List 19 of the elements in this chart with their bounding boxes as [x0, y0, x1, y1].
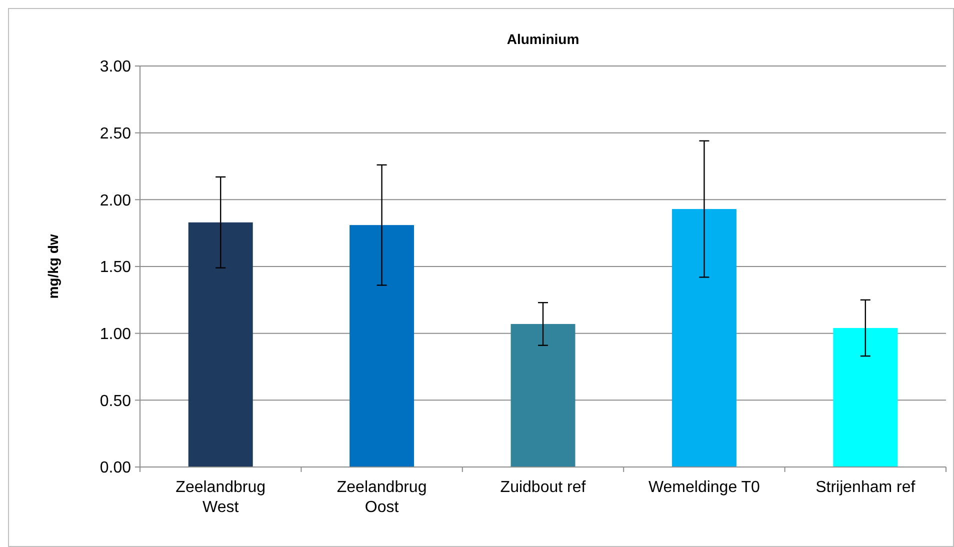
- y-tick-label: 0.00: [100, 460, 132, 477]
- x-tick-label: Wemeldinge T0: [648, 479, 760, 496]
- chart-title: Aluminium: [506, 31, 580, 47]
- x-tick-label: Strijenham ref: [816, 479, 916, 496]
- y-tick-label: 2.00: [100, 192, 132, 210]
- y-tick-label: 1.00: [100, 326, 132, 343]
- y-tick-label: 3.00: [100, 58, 132, 76]
- x-tick-label: Zuidbout ref: [500, 479, 586, 496]
- bar: [672, 209, 736, 467]
- y-axis-title: mg/kg dw: [45, 234, 61, 299]
- y-tick-label: 1.50: [100, 259, 132, 276]
- x-tick-label: Zeelandbrug Oost: [336, 479, 427, 516]
- bar: [188, 222, 253, 467]
- bar: [510, 324, 576, 467]
- bar: [350, 225, 414, 467]
- x-tick-label: Zeelandbrug West: [176, 479, 266, 516]
- y-tick-label: 0.50: [100, 392, 132, 410]
- y-tick-label: 2.50: [100, 125, 132, 142]
- bar: [833, 328, 898, 467]
